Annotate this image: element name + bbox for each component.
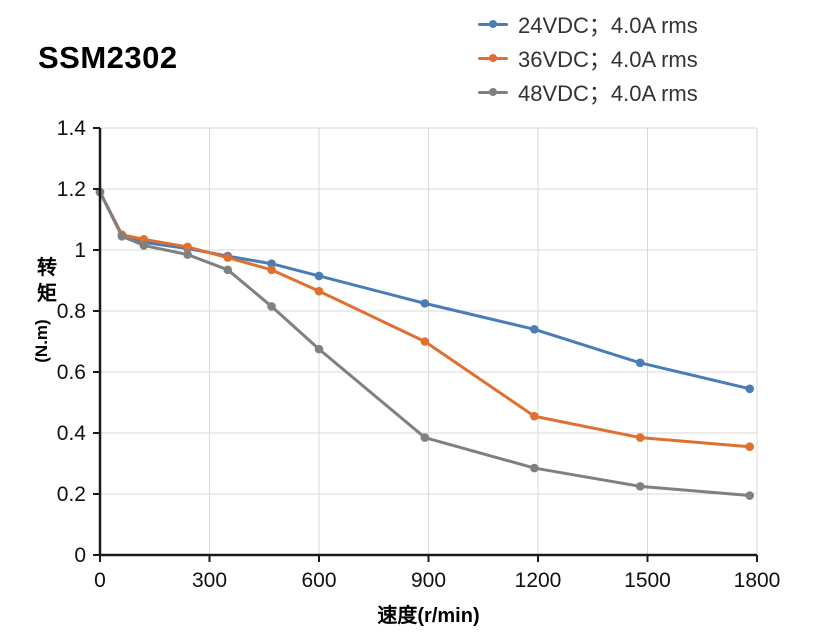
legend-item-48vdc: 48VDC；4.0A rms xyxy=(478,78,698,106)
marker-48vdc-1480 xyxy=(635,482,645,491)
marker-48vdc-350 xyxy=(223,265,233,275)
marker-24vdc-470 xyxy=(267,259,276,269)
legend-line-marker-icon xyxy=(478,87,508,97)
legend-label-48vdc: 48VDC；4.0A rms xyxy=(518,81,698,106)
marker-36vdc-890 xyxy=(420,337,430,346)
legend-dot xyxy=(489,88,497,96)
y-tick-label-0.6: 0.6 xyxy=(57,361,86,384)
y-tick-label-0.2: 0.2 xyxy=(57,483,86,506)
legend: 24VDC；4.0A rms 36VDC；4.0A rms 48VDC；4.0A… xyxy=(478,10,698,106)
x-tick-label-1200: 1200 xyxy=(515,569,562,592)
marker-48vdc-60 xyxy=(117,231,127,241)
legend-item-36vdc: 36VDC；4.0A rms xyxy=(478,44,698,72)
marker-48vdc-600 xyxy=(314,344,324,354)
x-tick-label-0: 0 xyxy=(94,569,106,592)
marker-24vdc-1190 xyxy=(530,325,539,334)
marker-24vdc-890 xyxy=(420,299,430,308)
y-tick-label-1: 1 xyxy=(74,239,86,262)
y-axis-title-unit: (N.m) xyxy=(32,319,51,362)
marker-36vdc-1190 xyxy=(530,411,539,421)
y-axis-title-char-1: 矩 xyxy=(37,281,57,305)
legend-label-36vdc: 36VDC；4.0A rms xyxy=(518,47,698,72)
series-line-24vdc xyxy=(98,190,752,391)
marker-36vdc-1480 xyxy=(635,433,645,442)
x-axis-title: 速度(r/min) xyxy=(377,603,479,627)
marker-48vdc-1780 xyxy=(745,491,754,500)
marker-48vdc-120 xyxy=(139,241,149,250)
marker-36vdc-470 xyxy=(267,265,276,275)
y-tick-label-1.2: 1.2 xyxy=(57,178,86,201)
legend-line-marker-icon xyxy=(478,19,508,29)
y-tick-label-1.4: 1.4 xyxy=(57,117,87,140)
x-tick-label-900: 900 xyxy=(411,569,446,592)
legend-dot xyxy=(489,54,497,62)
x-tick-label-600: 600 xyxy=(301,569,336,592)
marker-36vdc-120 xyxy=(139,235,149,244)
marker-36vdc-1780 xyxy=(745,442,754,452)
legend-line-marker-icon xyxy=(478,53,508,63)
x-tick-label-1800: 1800 xyxy=(734,569,781,592)
marker-48vdc-470 xyxy=(267,302,276,311)
marker-48vdc-1190 xyxy=(530,463,539,473)
marker-24vdc-1780 xyxy=(745,384,754,394)
series-line-36vdc xyxy=(98,190,752,449)
y-tick-label-0.4: 0.4 xyxy=(57,422,87,445)
marker-36vdc-350 xyxy=(223,253,233,262)
marker-36vdc-600 xyxy=(314,286,324,296)
marker-48vdc-240 xyxy=(183,250,192,259)
marker-36vdc-240 xyxy=(183,242,192,252)
legend-label-24vdc: 24VDC；4.0A rms xyxy=(518,13,698,38)
legend-item-24vdc: 24VDC；4.0A rms xyxy=(478,10,698,38)
marker-24vdc-1480 xyxy=(635,358,645,368)
y-tick-label-0.8: 0.8 xyxy=(57,300,86,323)
marker-24vdc-600 xyxy=(314,271,324,281)
marker-48vdc-890 xyxy=(420,433,430,442)
y-axis-title-char-0: 转 xyxy=(37,255,57,279)
page-title: SSM2302 xyxy=(38,40,178,75)
legend-dot xyxy=(489,20,497,28)
x-tick-label-300: 300 xyxy=(192,569,227,592)
y-tick-label-0: 0 xyxy=(74,544,86,567)
x-tick-label-1500: 1500 xyxy=(624,569,671,592)
